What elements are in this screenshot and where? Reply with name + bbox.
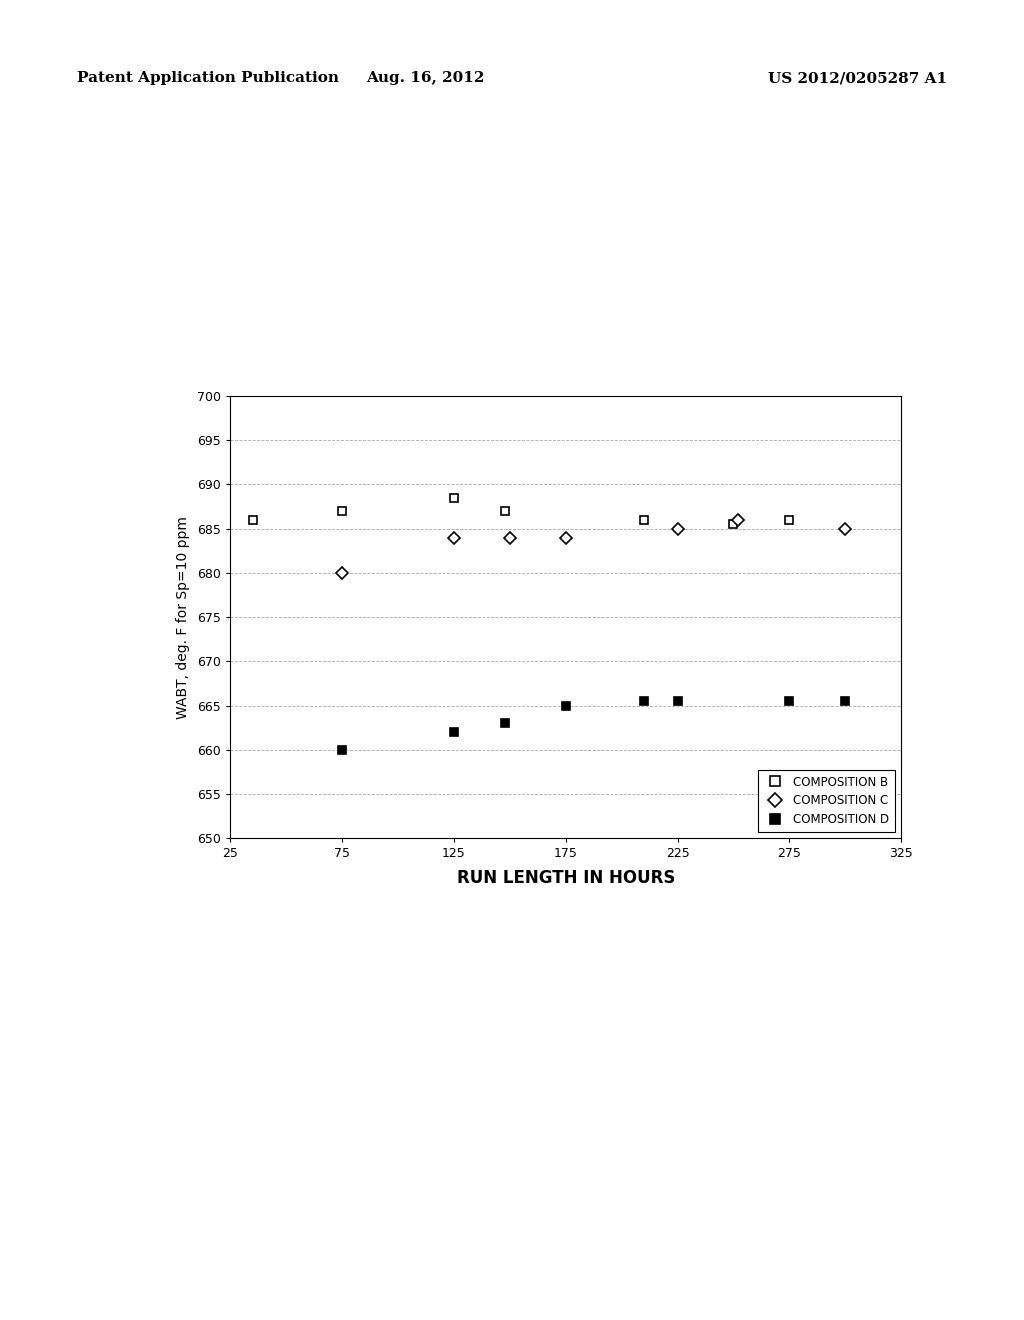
X-axis label: RUN LENGTH IN HOURS: RUN LENGTH IN HOURS: [457, 869, 675, 887]
Legend: COMPOSITION B, COMPOSITION C, COMPOSITION D: COMPOSITION B, COMPOSITION C, COMPOSITIO…: [758, 770, 895, 833]
Y-axis label: WABT, deg. F for Sp=10 ppm: WABT, deg. F for Sp=10 ppm: [176, 516, 190, 718]
Text: Aug. 16, 2012: Aug. 16, 2012: [366, 71, 484, 86]
Text: Patent Application Publication: Patent Application Publication: [77, 71, 339, 86]
Text: US 2012/0205287 A1: US 2012/0205287 A1: [768, 71, 947, 86]
